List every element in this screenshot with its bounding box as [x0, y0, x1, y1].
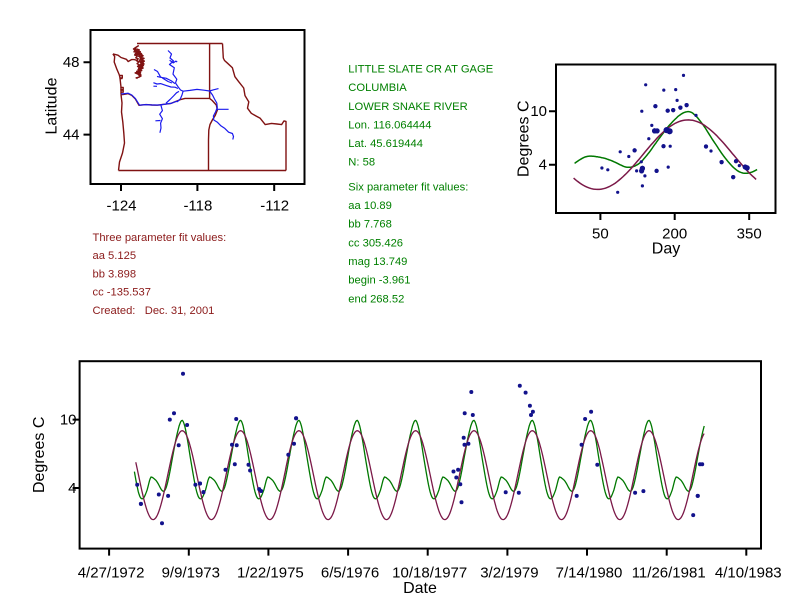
svg-text:begin -3.961: begin -3.961: [348, 275, 410, 287]
svg-text:Degrees C: Degrees C: [516, 100, 533, 176]
svg-text:Lat. 45.619444: Lat. 45.619444: [348, 138, 423, 150]
svg-text:Six parameter fit values:: Six parameter fit values:: [348, 182, 468, 194]
svg-text:Day: Day: [652, 241, 680, 258]
svg-text:Date: Date: [403, 580, 437, 597]
svg-text:10: 10: [60, 412, 77, 429]
svg-text:48: 48: [63, 54, 80, 71]
svg-text:10/18/1977: 10/18/1977: [392, 564, 467, 581]
svg-text:7/14/1980: 7/14/1980: [556, 564, 623, 581]
svg-text:1/22/1975: 1/22/1975: [237, 564, 304, 581]
svg-text:200: 200: [662, 226, 687, 243]
svg-text:44: 44: [63, 127, 80, 144]
svg-text:aa 5.125: aa 5.125: [93, 250, 137, 262]
svg-text:Lon. 116.064444: Lon. 116.064444: [348, 120, 431, 132]
svg-text:N: 58: N: 58: [348, 157, 375, 169]
svg-text:bb 7.768: bb 7.768: [348, 219, 392, 231]
svg-text:9/9/1973: 9/9/1973: [162, 564, 220, 581]
svg-text:LOWER SNAKE RIVER: LOWER SNAKE RIVER: [348, 101, 467, 113]
svg-text:11/26/1981: 11/26/1981: [632, 564, 706, 581]
svg-text:Degrees C: Degrees C: [31, 417, 48, 493]
svg-text:bb 3.898: bb 3.898: [93, 268, 137, 280]
svg-text:-124: -124: [106, 198, 136, 215]
svg-text:6/5/1976: 6/5/1976: [321, 564, 379, 581]
svg-text:4/10/1983: 4/10/1983: [715, 564, 782, 581]
svg-text:-118: -118: [183, 198, 212, 215]
svg-text:3/2/1979: 3/2/1979: [480, 564, 538, 581]
svg-text:50: 50: [592, 226, 609, 243]
svg-text:end 268.52: end 268.52: [348, 293, 404, 305]
svg-text:4: 4: [68, 480, 76, 497]
svg-text:Three parameter fit values:: Three parameter fit values:: [93, 232, 227, 244]
svg-text:mag 13.749: mag 13.749: [348, 256, 407, 268]
svg-text:cc -135.537: cc -135.537: [93, 287, 151, 299]
svg-text:LITTLE SLATE CR AT GAGE: LITTLE SLATE CR AT GAGE: [348, 64, 493, 76]
svg-text:cc 305.426: cc 305.426: [348, 237, 403, 249]
svg-text:Created: Dec. 31, 2001: Created: Dec. 31, 2001: [93, 305, 215, 317]
svg-text:10: 10: [530, 103, 547, 120]
svg-text:-112: -112: [260, 198, 289, 215]
svg-text:350: 350: [737, 226, 762, 243]
svg-text:COLUMBIA: COLUMBIA: [348, 82, 407, 94]
svg-text:Latitude: Latitude: [44, 77, 61, 134]
svg-text:4: 4: [539, 157, 547, 174]
svg-text:aa 10.89: aa 10.89: [348, 200, 392, 212]
svg-text:4/27/1972: 4/27/1972: [78, 564, 145, 581]
